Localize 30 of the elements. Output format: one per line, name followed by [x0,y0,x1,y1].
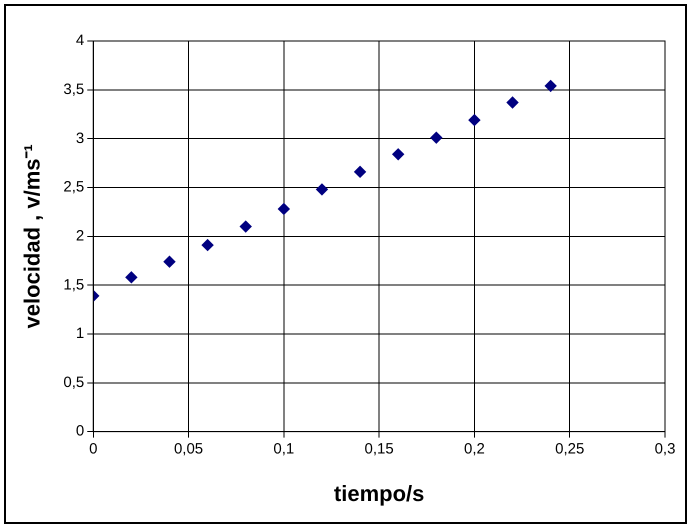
x-tick-label: 0,15 [364,440,394,458]
x-tick-label: 0,25 [555,440,584,458]
y-tick-label: 3 [76,130,84,147]
y-tick-label: 2 [76,227,84,244]
point [163,256,176,268]
point [468,114,480,126]
x-axis-title: tiempo/s [334,480,424,506]
point [278,202,290,215]
x-tick-label: 0 [89,440,98,458]
y-tick-label: 0,5 [63,374,84,391]
x-tick-label: 0,2 [464,440,485,458]
y-tick-label: 3,5 [63,80,84,98]
y-tick-label: 2,5 [63,178,84,196]
y-axis-title: velocidad , v/ms⁻¹ [19,144,44,328]
x-tick-label: 0,05 [174,440,204,458]
y-tick-label: 1,5 [63,276,84,294]
point [392,148,404,160]
y-tick-label: 0 [76,422,84,440]
y-tick-label: 4 [76,32,84,50]
point [506,96,519,109]
point [354,166,366,178]
point [125,271,138,284]
point [202,239,214,252]
point [240,220,252,233]
point [430,132,442,144]
x-tick-label: 0,3 [654,440,676,458]
x-tick-label: 0,1 [273,440,294,458]
point [544,80,557,92]
y-tick-label: 1 [76,325,84,342]
point [316,183,328,196]
